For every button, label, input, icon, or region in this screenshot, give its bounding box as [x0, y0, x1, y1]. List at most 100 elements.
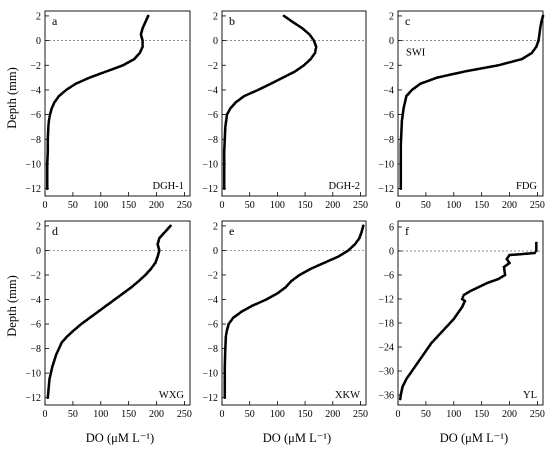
panel-b-data-point — [222, 187, 226, 190]
panel-c-data-point — [399, 151, 403, 155]
panel-e-y-tick-label: 2 — [213, 221, 218, 232]
panel-a-y-tick-label: 2 — [36, 11, 41, 22]
panel-a-profile — [45, 14, 150, 190]
panel-c-y-tick-label: 0 — [389, 36, 394, 47]
panel-f-profile — [398, 241, 538, 401]
panel-d-letter: d — [52, 224, 58, 238]
panel-b-x-tick-label: 0 — [220, 200, 225, 211]
panel-f-y-tick-label: −12 — [378, 295, 394, 306]
panel-a-x-tick-label: 200 — [149, 200, 164, 211]
panel-c-y-tick-label: −12 — [378, 184, 394, 195]
panel-b-y-tick-label: 2 — [213, 11, 218, 22]
panel-e-letter: e — [229, 224, 234, 238]
panel-c-frame — [397, 10, 544, 197]
panel-f-data-point — [534, 243, 538, 247]
panel-a-y-tick-label: −6 — [30, 110, 41, 121]
panel-e-data-point — [224, 332, 228, 336]
panel-d-x-tick-label: 100 — [93, 409, 108, 420]
panel-f-x-tick-label: 50 — [421, 409, 431, 420]
panel-a-data-point — [48, 115, 51, 119]
panel-f-letter: f — [405, 224, 409, 238]
x-axis-label-center: DO (μM L⁻¹) — [263, 431, 331, 445]
panel-c-x-tick-label: 250 — [530, 200, 545, 211]
panel-f-data-point — [534, 245, 538, 249]
panel-c-y-tick-label: −2 — [383, 61, 394, 72]
panel-a-y-tick-label: 0 — [36, 36, 41, 47]
panel-b-data-point — [314, 49, 317, 53]
panel-e-x-tick-label: 250 — [353, 409, 368, 420]
panel-e-y-tick-label: −2 — [207, 270, 218, 281]
y-axis-label-top: Depth (mm) — [5, 67, 19, 128]
panel-e-y-tick-label: −8 — [207, 344, 218, 355]
panel-e-x-tick-label: 150 — [298, 409, 313, 420]
panel-a-data-point — [141, 41, 144, 45]
panel-d-y-tick-label: −8 — [30, 344, 41, 355]
panel-b-y-tick-label: 0 — [213, 36, 218, 47]
panel-f-data-point — [534, 247, 538, 251]
panel-e-data-point — [223, 396, 227, 399]
panel-e-x-tick-label: 200 — [325, 409, 340, 420]
panel-b-x-tick-label: 100 — [270, 200, 285, 211]
panel-c-data-point — [399, 160, 403, 164]
panel-f-data-point — [534, 249, 538, 253]
panel-f-frame — [397, 220, 544, 406]
panel-f-x-tick-label: 150 — [474, 409, 489, 420]
panel-e-data-point — [225, 330, 228, 334]
panel-c-y-tick-label: −8 — [383, 135, 394, 146]
panel-d-y-tick-label: −6 — [30, 320, 41, 331]
panel-b-x-tick-label: 150 — [298, 200, 313, 211]
panel-a-site-name: DGH-1 — [153, 181, 185, 192]
panel-e-frame — [221, 220, 367, 406]
panel-a-x-tick-label: 100 — [93, 200, 108, 211]
panel-b-data-point — [314, 47, 318, 51]
panel-a-y-tick-label: −10 — [25, 159, 41, 170]
panel-c-profile — [399, 14, 545, 190]
panel-e-profile — [223, 224, 365, 399]
panel-c-data-point — [399, 147, 403, 151]
panel-b-profile — [222, 14, 318, 190]
panel-d-y-tick-label: 0 — [36, 246, 41, 257]
panel-b-site-name: DGH-2 — [329, 181, 361, 192]
panel-a-data-point — [47, 123, 50, 127]
panel-c-x-tick-label: 200 — [502, 200, 517, 211]
panel-b-x-tick-label: 250 — [353, 200, 368, 211]
panel-c-data-point — [399, 149, 403, 153]
panel-d-y-tick-label: −2 — [30, 270, 41, 281]
panel-e-y-tick-label: −12 — [202, 393, 218, 404]
panel-f-data-point — [503, 271, 507, 275]
panel-a-data-point — [48, 113, 52, 116]
panel-f-data-point — [534, 241, 538, 245]
panel-a-x-tick-label: 50 — [68, 200, 78, 211]
panel-d-y-tick-label: −10 — [25, 369, 41, 380]
panel-e-y-tick-label: −4 — [207, 295, 218, 306]
x-axis-label-left: DO (μM L⁻¹) — [86, 431, 154, 445]
panel-f: 0 50 100 150 200 250 6 0 −6 −12 −18 −24 −30 −36 f YL — [378, 220, 545, 420]
panel-c-data-point — [399, 158, 403, 162]
panel-a-data-point — [47, 121, 51, 125]
panel-c-data-point — [399, 155, 403, 158]
panel-a-x-tick-label: 0 — [43, 200, 48, 211]
panel-b-y-tick-label: −8 — [207, 135, 218, 146]
panel-d-x-tick-label: 250 — [177, 409, 192, 420]
panel-d: 0 50 100 150 200 250 2 0 −2 −4 −6 −8 −10 −12 d WXG — [25, 220, 192, 420]
panel-a: 0 50 100 150 200 250 2 0 −2 −4 −6 −8 −10 −12 a DGH-1 — [25, 10, 192, 211]
panel-f-data-point — [503, 269, 506, 273]
panel-c-y-tick-label: −6 — [383, 110, 394, 121]
y-axis-label-bottom: Depth (mm) — [5, 275, 19, 336]
panel-c-data-point — [399, 157, 403, 160]
panel-a-data-point — [47, 117, 51, 121]
panel-c-data-point — [399, 144, 403, 147]
panel-b-y-tick-label: −12 — [202, 184, 218, 195]
panel-c-data-point — [539, 22, 543, 26]
panel-b-x-tick-label: 200 — [325, 200, 340, 211]
panel-e-x-tick-label: 100 — [270, 409, 285, 420]
panel-f-y-tick-label: 6 — [389, 223, 394, 234]
panel-d-y-tick-label: −4 — [30, 295, 41, 306]
panel-b-y-tick-label: −10 — [202, 159, 218, 170]
panel-f-data-point — [399, 395, 402, 399]
panel-b-y-tick-label: −4 — [207, 85, 218, 96]
panel-f-data-point — [399, 393, 403, 397]
panel-a-data-point — [141, 39, 144, 42]
panel-c-data-point — [539, 20, 543, 24]
